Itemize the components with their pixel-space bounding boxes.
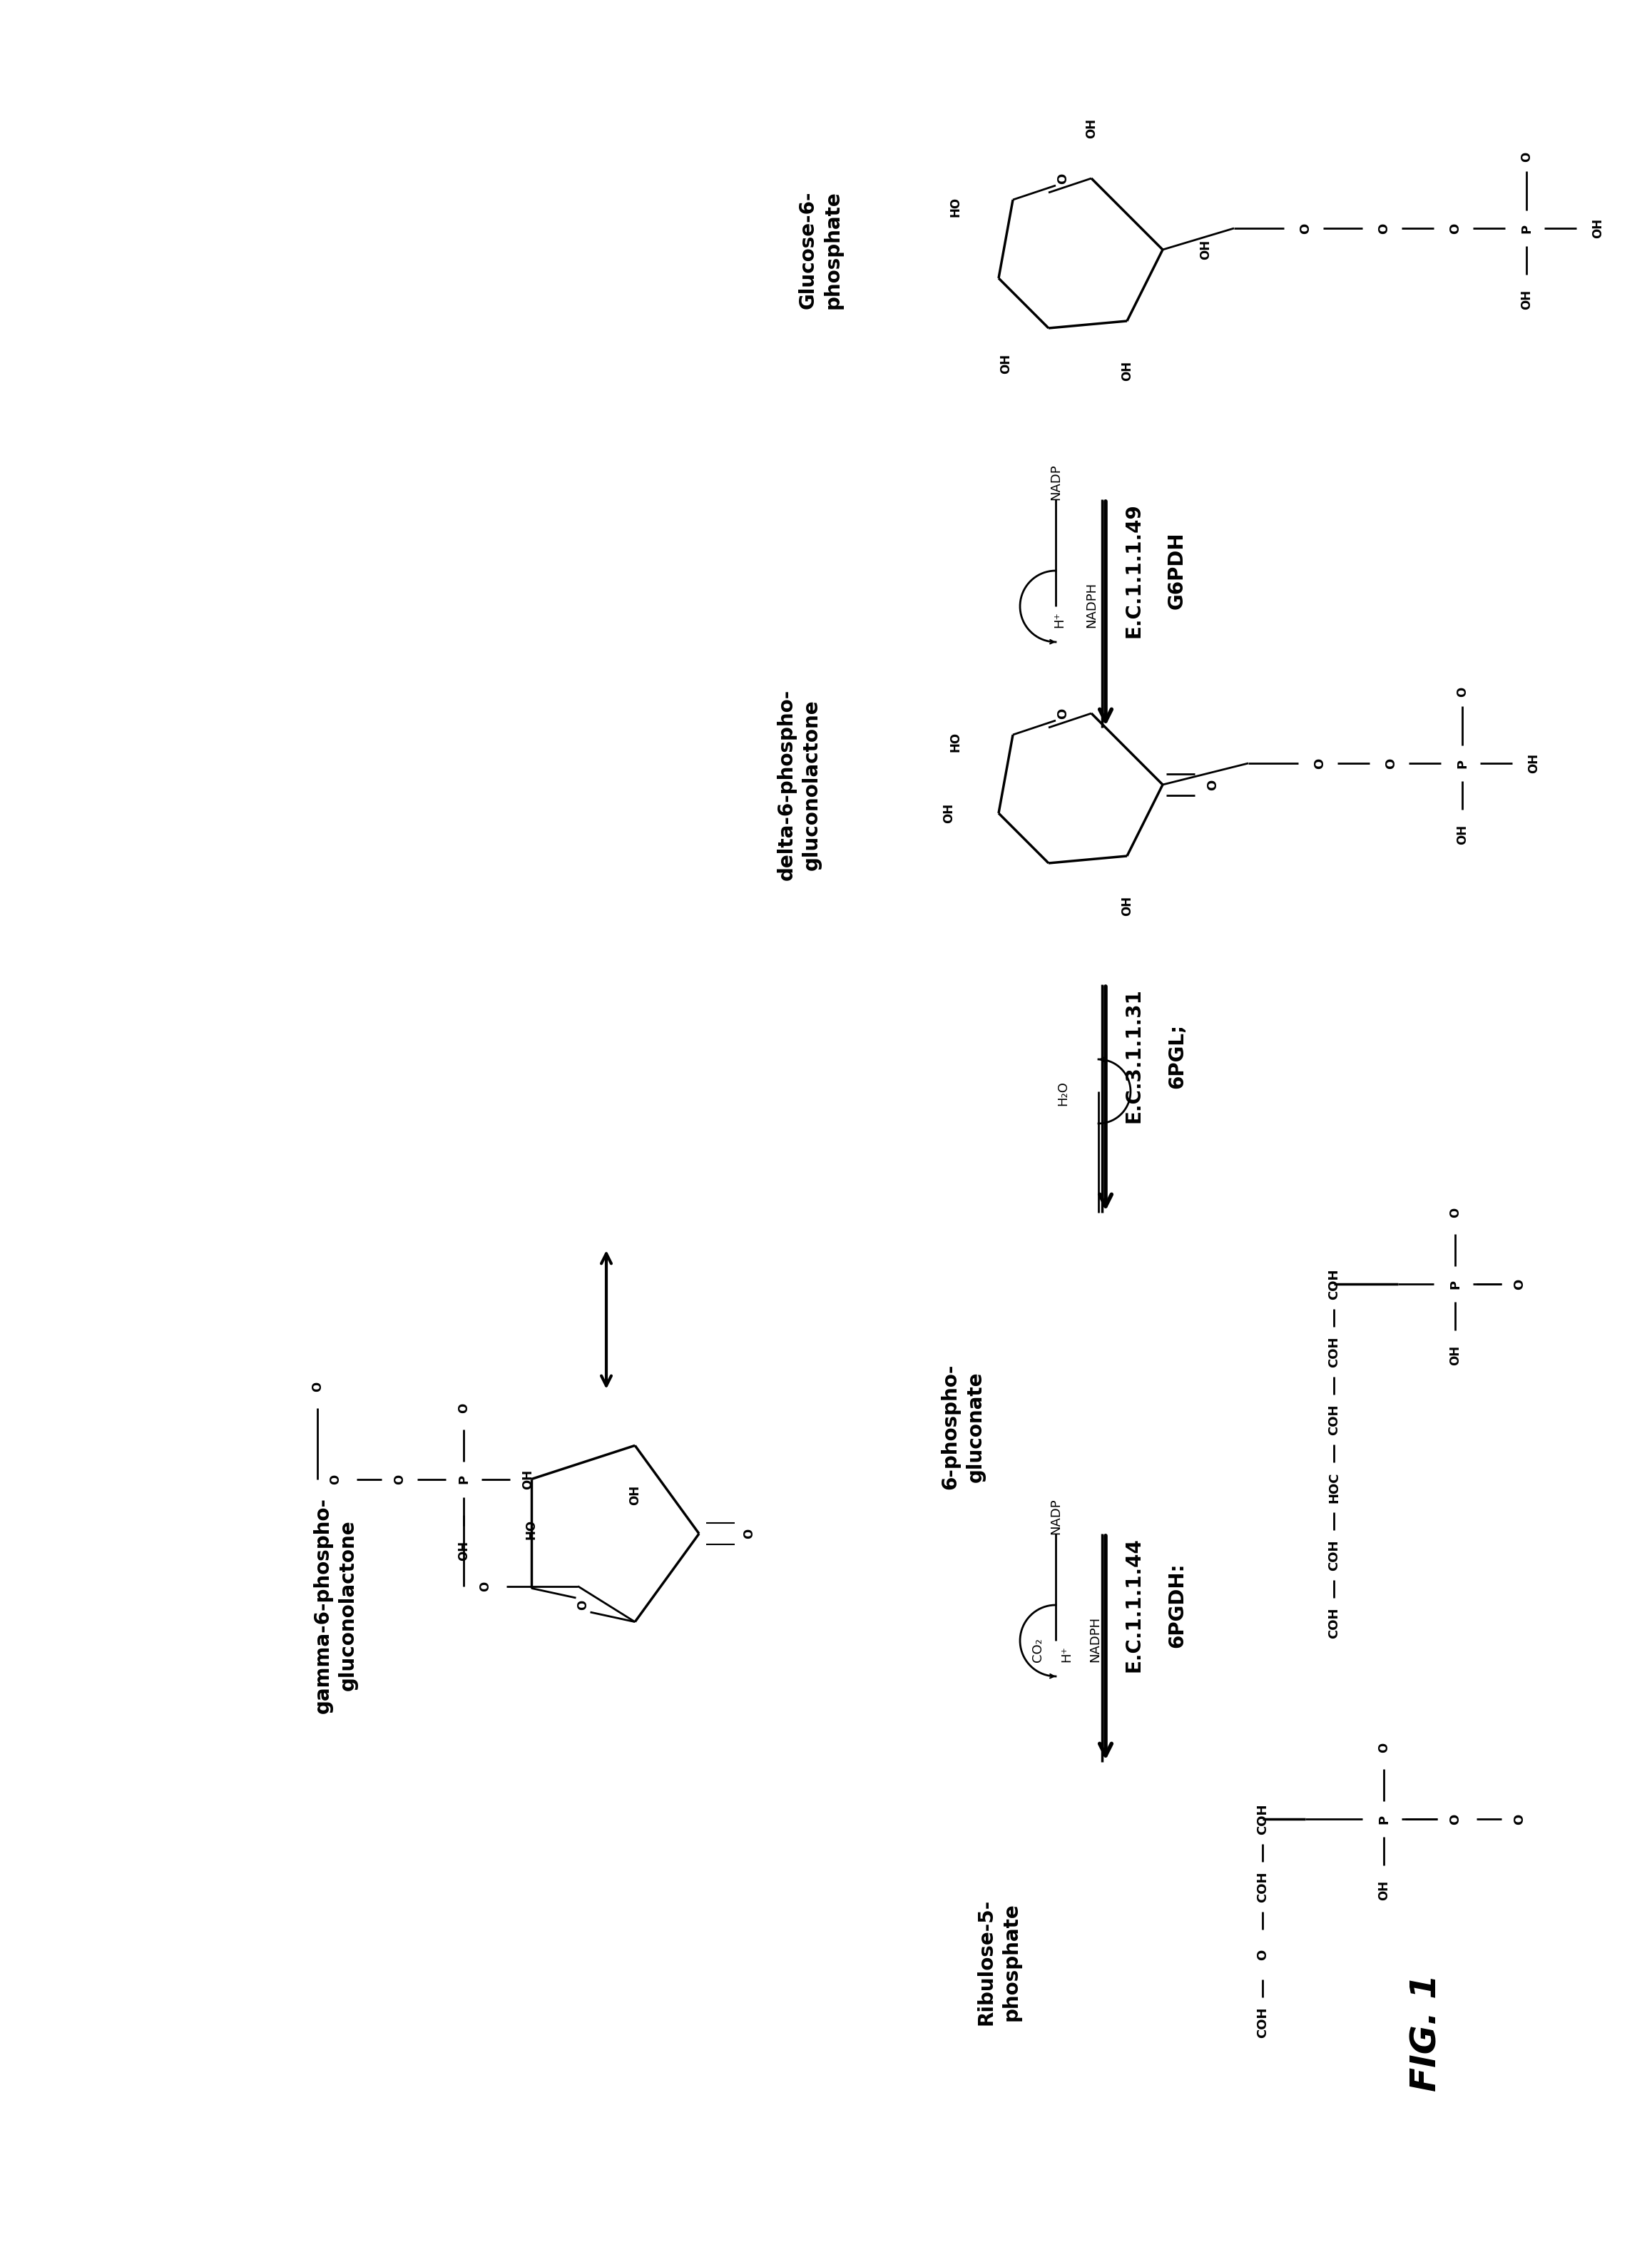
Text: COH: COH [1328,1336,1340,1368]
Text: P: P [1378,1815,1391,1824]
Text: OH: OH [1199,239,1213,260]
Text: NADP: NADP [1049,463,1062,499]
Text: OH: OH [628,1485,641,1505]
Text: NADPH: NADPH [1085,582,1099,627]
Text: P: P [1449,1280,1462,1289]
Text: 6-phospho-
gluconate: 6-phospho- gluconate [940,1363,985,1490]
Text: CO₂: CO₂ [1031,1639,1044,1661]
Text: O: O [1449,1815,1462,1824]
Text: P: P [458,1474,471,1483]
Text: O: O [458,1404,471,1413]
Text: O: O [1206,779,1219,790]
Text: H⁺: H⁺ [1061,1645,1072,1661]
Text: O: O [1378,1742,1391,1754]
Text: O: O [311,1381,324,1393]
Text: E.C.1.1.1.44: E.C.1.1.1.44 [1123,1537,1145,1672]
Text: O: O [479,1582,492,1591]
Text: OH: OH [1378,1880,1391,1900]
Text: OH: OH [1520,289,1533,309]
Text: O: O [1520,151,1533,163]
Text: O: O [1449,223,1462,235]
Text: O: O [577,1600,590,1609]
Text: OH: OH [942,803,955,824]
Text: O: O [1513,1815,1526,1824]
Text: O: O [1313,758,1327,770]
Text: HO: HO [950,196,961,217]
Text: HOC: HOC [1328,1472,1340,1503]
Text: gamma-6-phospho-
gluconolactone: gamma-6-phospho- gluconolactone [312,1496,357,1713]
Text: H₂O: H₂O [1056,1081,1069,1106]
Text: COH: COH [1328,1268,1340,1300]
Text: COH: COH [1256,1871,1269,1903]
Text: OH: OH [1526,754,1540,774]
Text: P: P [1455,758,1469,767]
Text: 6PGDH:: 6PGDH: [1166,1562,1186,1648]
Text: O: O [329,1474,342,1485]
Text: OH: OH [1120,896,1133,916]
Text: O: O [1056,174,1069,183]
Text: P: P [1520,223,1533,232]
Text: OH: OH [1085,117,1099,138]
Text: COH: COH [1328,1539,1340,1571]
Text: OH: OH [1449,1345,1462,1365]
Text: O: O [1384,758,1398,770]
Text: O: O [1256,1950,1269,1959]
Text: H⁺: H⁺ [1052,612,1066,627]
Text: O: O [1455,686,1469,697]
Text: O: O [1298,223,1312,235]
Text: HO: HO [525,1519,537,1539]
Text: Ribulose-5-
phosphate: Ribulose-5- phosphate [976,1898,1021,2025]
Text: OH: OH [1591,219,1604,239]
Text: OH: OH [999,354,1013,375]
Text: COH: COH [1328,1404,1340,1435]
Text: COH: COH [1328,1607,1340,1639]
Text: NADP: NADP [1049,1499,1062,1535]
Text: COH: COH [1256,2006,1269,2038]
Text: Glucose-6-
phosphate: Glucose-6- phosphate [798,190,843,309]
Text: OH: OH [1455,824,1469,844]
Text: O: O [1449,1207,1462,1219]
Text: E.C.1.1.1.49: E.C.1.1.1.49 [1123,503,1145,639]
Text: NADPH: NADPH [1089,1616,1102,1661]
Text: OH: OH [458,1542,471,1560]
Text: O: O [742,1528,755,1539]
Text: G6PDH: G6PDH [1166,533,1186,609]
Text: FIG. 1: FIG. 1 [1409,1975,1444,2092]
Text: O: O [1056,709,1069,718]
Text: O: O [393,1474,406,1485]
Text: OH: OH [1120,361,1133,381]
Text: E.C.3.1.1.31: E.C.3.1.1.31 [1123,989,1145,1124]
Text: O: O [1513,1277,1526,1289]
Text: OH: OH [522,1469,534,1490]
Text: O: O [1378,223,1391,235]
Text: 6PGL;: 6PGL; [1166,1022,1186,1088]
Text: delta-6-phospho-
gluconolactone: delta-6-phospho- gluconolactone [776,688,821,880]
Text: HO: HO [950,731,961,752]
Text: COH: COH [1256,1803,1269,1835]
